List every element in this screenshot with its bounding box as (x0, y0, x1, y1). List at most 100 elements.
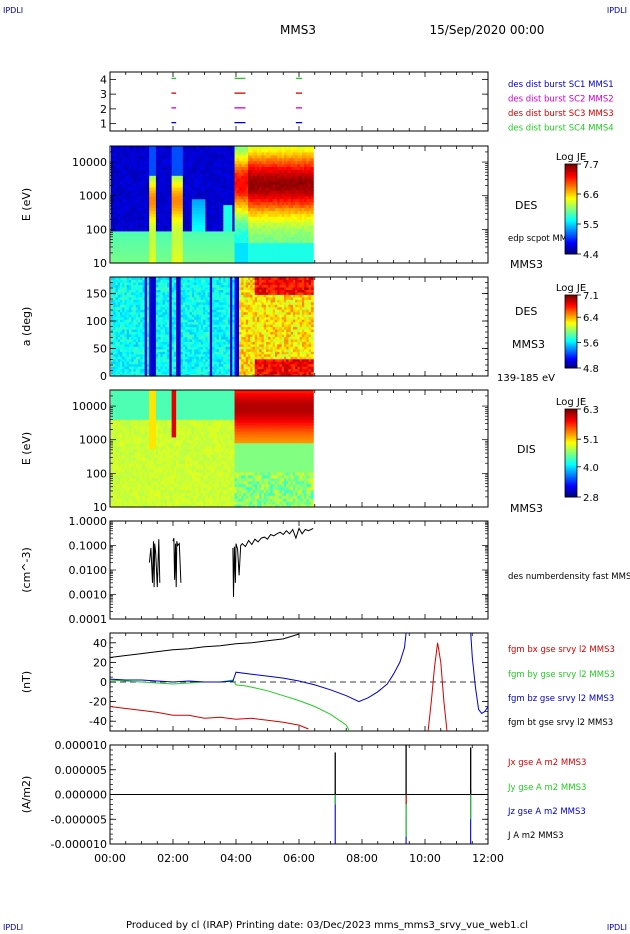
spectrogram-cell (142, 236, 146, 241)
spectrogram-cell (245, 163, 249, 168)
spectrogram-cell (122, 166, 126, 170)
spectrogram-cell (292, 192, 296, 197)
spectrogram-cell (115, 172, 119, 176)
spectrogram-cell (117, 316, 121, 320)
spectrogram-cell (135, 198, 139, 203)
spectrogram-cell (243, 251, 247, 255)
spectrogram-cell (131, 186, 135, 191)
spectrogram-cell (200, 154, 204, 159)
spectrogram-cell (250, 204, 254, 209)
spectrogram-cell (146, 260, 150, 264)
spectrogram-cell (216, 184, 220, 188)
spectrogram-cell (239, 236, 242, 241)
spectrogram-cell (268, 245, 272, 249)
spectrogram-cell (205, 146, 209, 150)
spectrogram-cell (187, 163, 191, 168)
spectrogram-cell (221, 219, 224, 223)
spectrogram-cell (194, 236, 197, 241)
spectrogram-cell (200, 175, 204, 179)
spectrogram-cell (135, 178, 139, 182)
spectrogram-cell (214, 195, 218, 200)
spectrogram-cell (274, 207, 278, 211)
spectrogram-cell (160, 230, 164, 235)
spectrogram-cell (272, 213, 276, 217)
spectrogram-cell (263, 181, 267, 185)
spectrogram-cell (117, 154, 121, 159)
spectrogram-cell (272, 222, 276, 226)
spectrogram-cell (182, 195, 186, 200)
spectrogram-cell (223, 236, 227, 241)
spectrogram-cell (119, 201, 123, 206)
spectrogram-cell (277, 178, 281, 182)
spectrogram-cell (250, 189, 254, 194)
spectrogram-cell (227, 181, 231, 185)
spectrogram-cell (191, 210, 195, 214)
spectrogram-cell (261, 236, 265, 241)
spectrogram-cell (297, 186, 301, 191)
spectrogram-cell (146, 154, 150, 159)
spectrogram-cell (117, 195, 121, 200)
spectrogram-cell (283, 254, 287, 258)
spectrogram-cell (272, 260, 276, 264)
spectrogram-cell (263, 166, 267, 170)
spectrogram-cell (212, 219, 215, 223)
spectrogram-cell (310, 146, 314, 150)
spectrogram-cell (214, 160, 218, 165)
spectrogram-cell (180, 236, 184, 241)
spectrogram-cell (167, 260, 171, 264)
spectrogram-cell (126, 230, 130, 235)
spectrogram-cell (203, 204, 206, 209)
spectrogram-cell (133, 245, 137, 249)
spectrogram-cell (151, 163, 155, 168)
spectrogram-cell (149, 201, 153, 206)
spectrogram-cell (119, 175, 123, 179)
spectrogram-cell (243, 230, 247, 235)
spectrogram-cell (111, 328, 114, 333)
spectrogram-cell (301, 248, 305, 252)
spectrogram-cell (207, 181, 211, 185)
spectrogram-cell (113, 304, 117, 308)
spectrogram-cell (140, 166, 144, 170)
spectrogram-cell (281, 204, 285, 209)
spectrogram-cell (230, 230, 233, 235)
spectrogram-cell (274, 213, 278, 217)
spectrogram-cell (146, 192, 150, 197)
spectrogram-cell (169, 198, 173, 203)
spectrogram-cell (115, 348, 119, 352)
spectrogram-cell (297, 227, 301, 232)
spectrogram-cell (290, 166, 294, 170)
spectrogram-cell (263, 251, 267, 255)
spectrogram-cell (236, 163, 240, 168)
spectrogram-cell (268, 251, 272, 255)
spectrogram-cell (200, 163, 204, 168)
spectrogram-cell (155, 219, 159, 223)
spectrogram-cell (299, 260, 303, 264)
spectrogram-cell (135, 254, 139, 258)
spectrogram-cell (140, 181, 144, 185)
spectrogram-cell (189, 227, 193, 232)
spectrogram-cell (205, 160, 209, 165)
spectrogram-cell (149, 166, 153, 170)
spectrogram-cell (277, 157, 281, 162)
spectrogram-cell (111, 321, 114, 325)
spectrogram-cell (236, 178, 240, 182)
spectrogram-cell (115, 245, 119, 249)
spectrogram-cell (243, 160, 247, 165)
spectrogram-cell (198, 201, 202, 206)
spectrogram-cell (153, 254, 157, 258)
spectrogram-cell (182, 210, 186, 214)
colorbar-cell (565, 245, 577, 247)
spectrogram-cell (310, 186, 314, 191)
spectrogram-cell (135, 251, 139, 255)
spectrogram-cell (286, 236, 290, 241)
spectrogram-cell (207, 151, 211, 156)
spectrogram-cell (140, 242, 144, 247)
spectrogram-cell (194, 210, 197, 214)
spectrogram-cell (281, 207, 285, 211)
spectrogram-cell (277, 186, 281, 191)
spectrogram-cell (212, 257, 215, 261)
spectrogram-cell (308, 195, 312, 200)
spectrogram-cell (292, 195, 296, 200)
spectrogram-cell (187, 157, 191, 162)
spectrogram-cell (189, 192, 193, 197)
